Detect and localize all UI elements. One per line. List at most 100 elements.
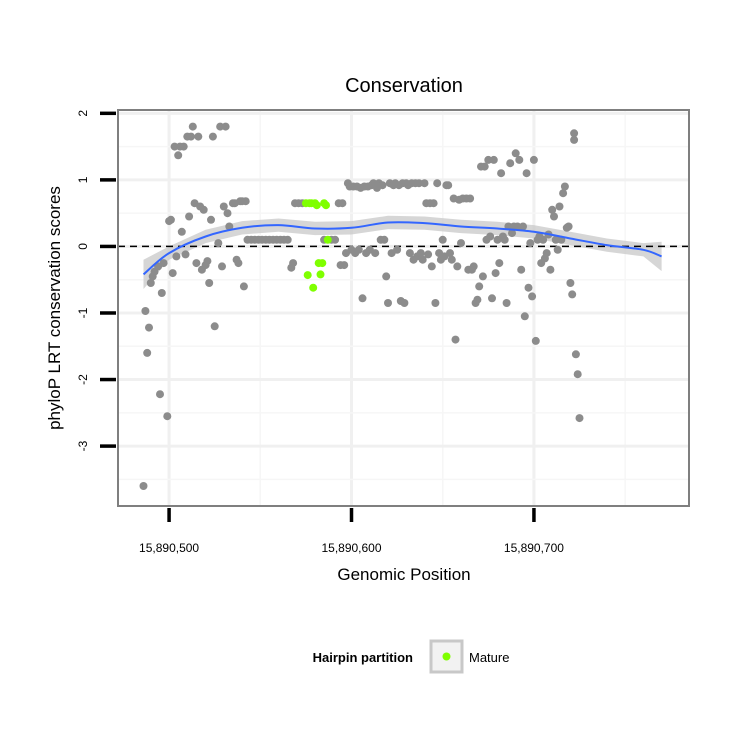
data-point	[522, 169, 531, 178]
mature-point	[323, 235, 332, 244]
data-point	[141, 307, 150, 315]
data-point	[531, 336, 540, 345]
mature-points	[301, 199, 332, 292]
data-point	[163, 412, 172, 421]
x-axis: 15,890,500 15,890,600 15,890,700	[139, 508, 564, 555]
data-point	[548, 205, 557, 214]
data-point	[497, 169, 506, 178]
smooth-trend-line	[142, 221, 662, 276]
mature-point	[303, 271, 312, 280]
data-point	[205, 279, 214, 287]
data-point	[424, 250, 433, 259]
smooth-line	[142, 221, 662, 276]
data-point	[555, 202, 564, 211]
data-point	[420, 179, 429, 188]
y-tick-label: -1	[76, 307, 90, 318]
data-point	[528, 292, 537, 301]
data-point	[208, 132, 217, 141]
data-point	[168, 269, 177, 278]
data-point	[382, 272, 391, 281]
data-point	[550, 212, 558, 221]
data-point	[371, 249, 380, 258]
data-point	[181, 250, 190, 259]
data-point	[466, 194, 475, 203]
data-point	[416, 249, 425, 258]
x-tick-label: 15,890,600	[321, 541, 381, 555]
data-point	[378, 181, 387, 190]
data-point	[331, 235, 340, 244]
grid-lines	[118, 110, 689, 506]
y-tick-label: 1	[76, 176, 90, 183]
data-point	[526, 239, 535, 248]
x-tick-label: 15,890,700	[504, 541, 564, 555]
data-point	[185, 212, 194, 221]
data-point	[438, 235, 447, 244]
data-point	[473, 295, 482, 304]
data-point	[475, 282, 484, 291]
data-point	[340, 261, 349, 270]
legend-key-mature	[442, 652, 451, 661]
data-point	[489, 155, 498, 164]
legend: Hairpin partition Mature	[313, 639, 509, 674]
x-tick-label: 15,890,500	[139, 541, 199, 555]
data-point	[447, 255, 456, 264]
y-axis-title: phyloP LRT conservation scores	[45, 186, 64, 430]
data-point	[529, 155, 538, 164]
data-point	[515, 155, 524, 164]
data-point	[486, 232, 495, 241]
data-point	[418, 255, 427, 264]
data-point	[384, 299, 392, 307]
data-point	[210, 322, 219, 331]
smooth-confidence-band	[143, 215, 662, 289]
data-point	[573, 370, 582, 379]
data-point	[214, 239, 223, 248]
data-point	[560, 182, 569, 191]
data-point	[551, 235, 560, 244]
data-point	[444, 181, 453, 190]
data-point	[559, 189, 568, 198]
data-point	[433, 179, 442, 188]
data-point	[457, 239, 465, 248]
data-point	[575, 414, 584, 423]
data-point	[553, 245, 562, 254]
y-tick-label: 2	[76, 110, 90, 117]
mature-point	[318, 259, 327, 268]
y-tick-label: -2	[76, 374, 90, 385]
data-point	[405, 249, 414, 258]
data-point	[524, 283, 533, 292]
data-point	[431, 299, 440, 307]
data-point	[393, 245, 402, 254]
data-point	[159, 259, 168, 268]
data-point	[156, 390, 164, 399]
data-point	[469, 262, 478, 271]
y-tick-label: -3	[76, 440, 90, 451]
data-point	[415, 179, 423, 188]
y-axis: -3 -2 -1 0 1 2	[76, 110, 116, 451]
data-point	[427, 262, 436, 271]
data-point	[520, 312, 529, 321]
data-point	[480, 162, 489, 171]
mature-point	[309, 283, 318, 292]
data-point	[400, 299, 409, 307]
data-point	[508, 229, 516, 238]
data-point	[223, 209, 232, 218]
data-point	[451, 335, 460, 344]
data-point	[568, 290, 577, 299]
data-point	[187, 132, 195, 141]
data-point	[219, 202, 228, 211]
data-point	[194, 132, 203, 141]
data-point	[380, 235, 389, 244]
data-point	[517, 265, 526, 274]
mature-point	[322, 201, 330, 210]
data-point	[500, 235, 509, 244]
y-tick-label: 0	[76, 243, 90, 250]
data-point	[564, 222, 573, 231]
data-point	[491, 269, 500, 278]
data-point	[354, 245, 363, 254]
data-point	[207, 215, 215, 224]
chart-title: Conservation	[345, 75, 463, 97]
data-point	[478, 272, 487, 281]
data-point	[546, 265, 555, 274]
mature-point	[316, 270, 325, 279]
